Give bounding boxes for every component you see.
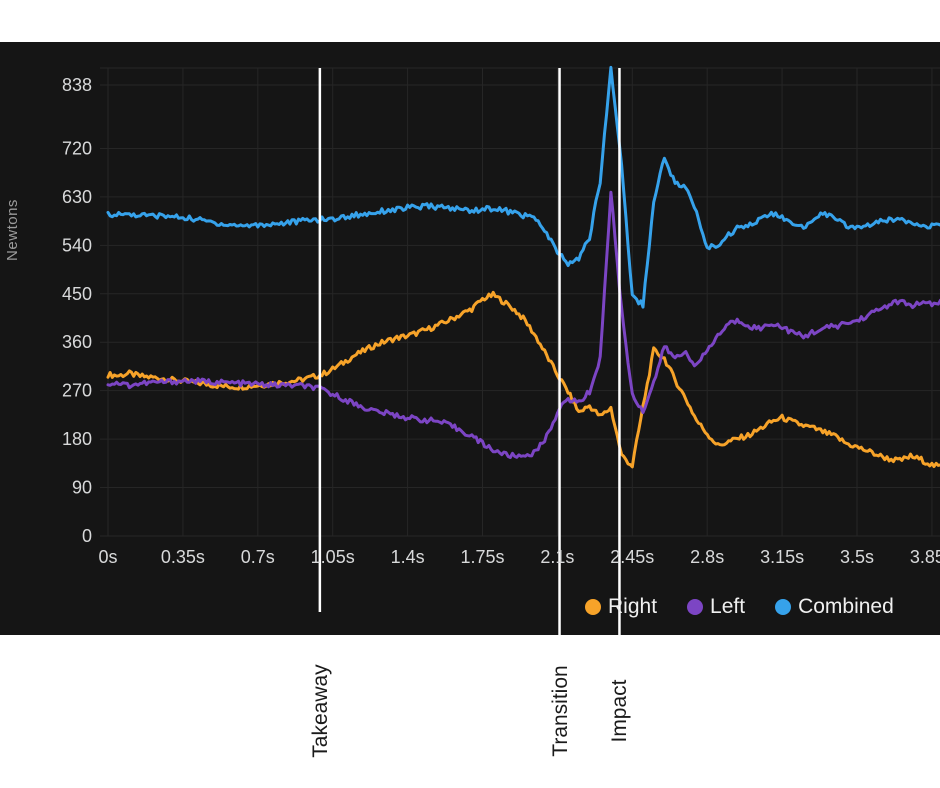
legend: Right Left Combined: [585, 595, 894, 619]
y-tick-label: 720: [62, 138, 92, 158]
y-tick-label: 630: [62, 187, 92, 207]
y-tick-label: 270: [62, 381, 92, 401]
x-tick-label: 0.7s: [241, 547, 275, 567]
y-tick-label: 0: [82, 526, 92, 546]
x-tick-label: 2.8s: [690, 547, 724, 567]
legend-item-left[interactable]: Left: [687, 595, 745, 619]
y-tick-label: 90: [72, 478, 92, 498]
legend-label: Left: [710, 595, 746, 618]
y-tick-label: 180: [62, 429, 92, 449]
y-tick-label: 540: [62, 235, 92, 255]
gridlines: [100, 67, 940, 537]
x-tick-label: 3.5s: [840, 547, 874, 567]
x-tick-label: 0.35s: [161, 547, 205, 567]
y-tick-label: 360: [62, 332, 92, 352]
y-tick-label: 838: [62, 75, 92, 95]
y-tick-label: 450: [62, 284, 92, 304]
x-tick-label: 2.45s: [610, 547, 654, 567]
series-line-right: [106, 290, 940, 469]
x-tick-label: 3.85s: [910, 547, 940, 567]
x-tick-label: 1.75s: [460, 547, 504, 567]
y-axis-title: Newtons: [4, 199, 21, 261]
legend-label: Combined: [798, 595, 894, 618]
x-tick-label: 2.1s: [540, 547, 574, 567]
legend-item-right[interactable]: Right: [585, 595, 657, 619]
legend-swatch-right-icon: [585, 599, 601, 615]
legend-item-combined[interactable]: Combined: [775, 595, 894, 619]
x-tick-label: 0s: [98, 547, 117, 567]
x-tick-label: 1.05s: [311, 547, 355, 567]
legend-swatch-left-icon: [687, 599, 704, 615]
legend-swatch-combined-icon: [775, 599, 792, 615]
x-tick-label: 3.15s: [760, 547, 804, 567]
x-tick-label: 1.4s: [391, 547, 425, 567]
legend-label: Right: [608, 595, 658, 618]
series-line-combined: [106, 65, 940, 309]
series-line-left: [106, 190, 940, 459]
